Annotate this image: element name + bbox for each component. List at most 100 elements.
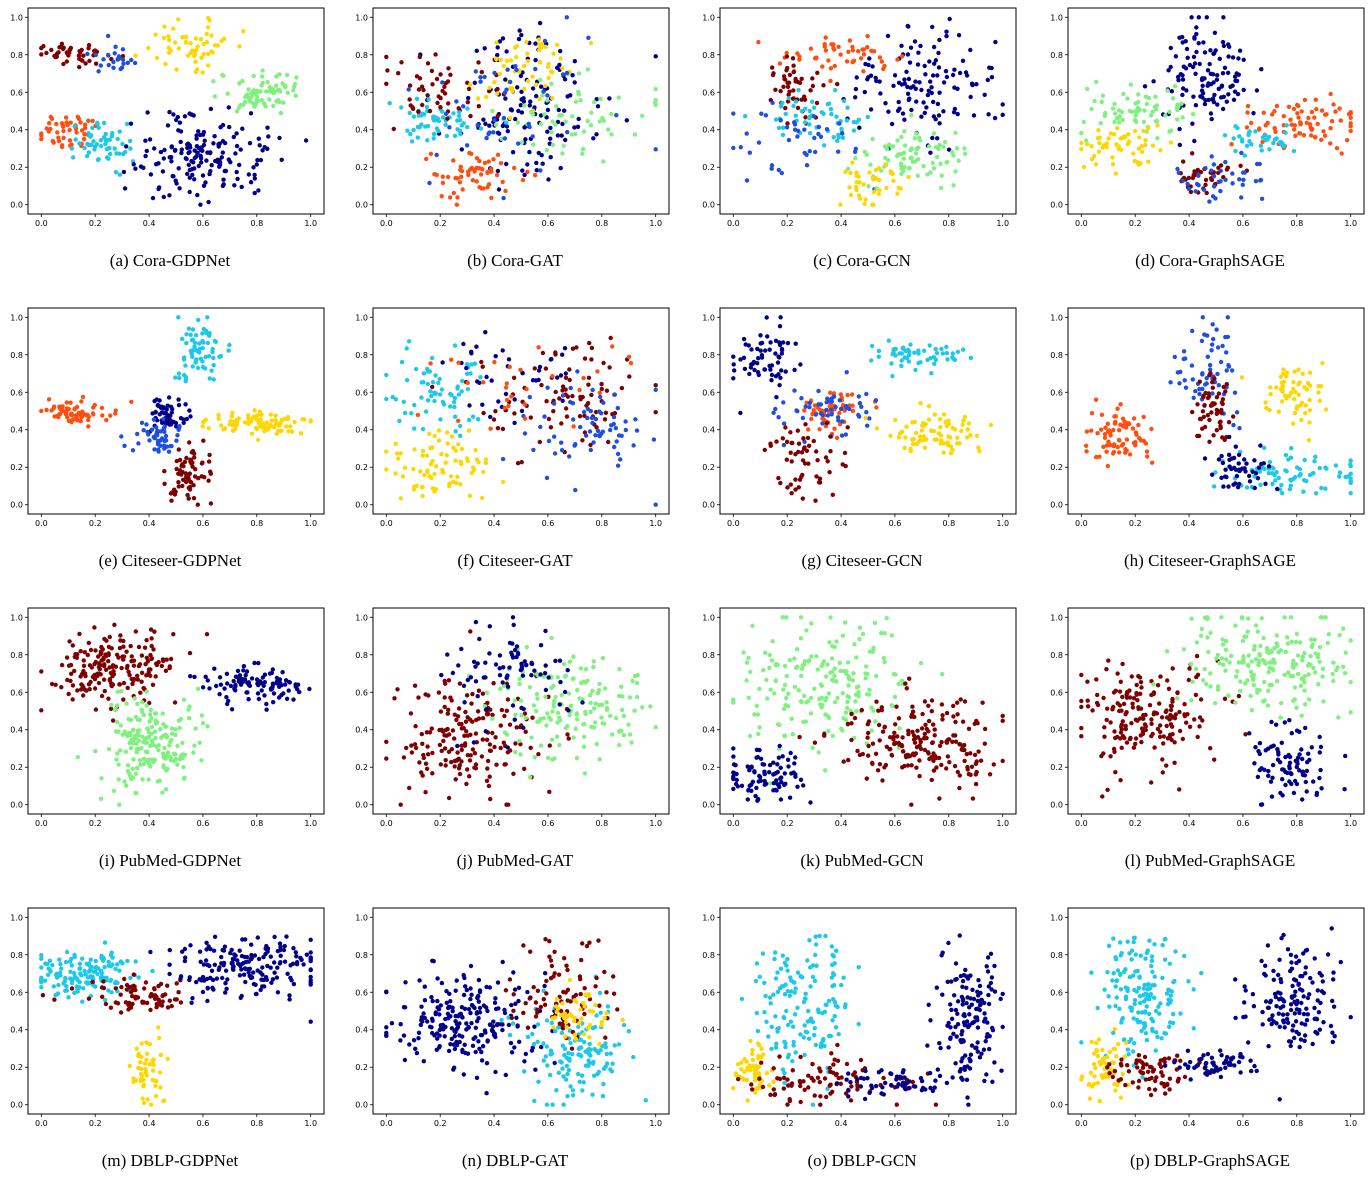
point-c0 <box>968 47 973 53</box>
point-c6 <box>77 631 82 637</box>
point-c5 <box>492 359 497 365</box>
point-c1 <box>111 59 116 65</box>
point-c5 <box>477 158 482 164</box>
point-c0 <box>944 29 949 34</box>
point-c3 <box>857 637 862 642</box>
point-c6 <box>874 699 879 704</box>
point-c0 <box>122 186 128 191</box>
point-c0 <box>941 80 947 85</box>
point-c6 <box>781 84 786 90</box>
point-c0 <box>741 336 747 342</box>
panel-i: 0.0 0.2 0.4 0.6 0.8 1.0 0.0 0.2 0.4 0.6 0.8 1.0 (i) … <box>10 600 330 880</box>
point-c6 <box>601 360 606 366</box>
point-c6 <box>1207 373 1212 378</box>
x-tick-label: 0.2 <box>89 519 102 528</box>
point-c6 <box>59 685 64 690</box>
point-c0 <box>1221 484 1226 489</box>
point-c4 <box>267 423 272 428</box>
point-c0 <box>1224 99 1229 104</box>
point-c6 <box>782 76 787 82</box>
point-c5 <box>1301 133 1307 138</box>
point-c3 <box>1089 106 1094 112</box>
point-c2 <box>1265 137 1270 142</box>
scatter-plot-a: 0.0 0.2 0.4 0.6 0.8 1.00.00.20.40.60.81.0 <box>10 7 325 228</box>
x-tick-label: 0.6 <box>1237 219 1250 228</box>
point-c0 <box>1184 46 1190 52</box>
point-c2 <box>1266 471 1271 476</box>
point-c6 <box>181 477 186 482</box>
point-c2 <box>72 124 77 129</box>
point-c0 <box>1254 88 1260 93</box>
point-c3 <box>557 113 562 118</box>
point-c1 <box>575 369 580 374</box>
y-tick-label: 1.0 <box>355 313 368 322</box>
point-c0 <box>1242 457 1247 462</box>
y-tick-label: 0.2 <box>1050 163 1063 172</box>
point-c4 <box>451 479 456 485</box>
point-c4 <box>193 59 198 64</box>
point-c3 <box>798 636 804 641</box>
point-c0 <box>916 50 921 55</box>
point-c6 <box>880 778 885 783</box>
point-c3 <box>1168 128 1174 133</box>
point-c0 <box>495 168 501 174</box>
point-c1 <box>475 123 480 128</box>
point-c6 <box>416 87 422 92</box>
point-c6 <box>788 430 793 435</box>
point-c6 <box>137 662 143 667</box>
point-c3 <box>114 757 119 762</box>
point-c6 <box>594 425 599 430</box>
point-c6 <box>107 634 113 640</box>
point-c4 <box>269 418 274 423</box>
point-c1 <box>151 417 157 422</box>
point-c0 <box>777 342 783 348</box>
point-c6 <box>876 708 881 713</box>
point-c0 <box>228 683 234 689</box>
point-c6 <box>880 729 886 734</box>
x-tick-label: 1.0 <box>304 219 317 228</box>
point-c5 <box>456 360 461 365</box>
point-c5 <box>108 413 113 418</box>
y-tick-label: 0.8 <box>1050 51 1063 60</box>
point-c0 <box>1194 31 1199 37</box>
x-tick-label: 1.0 <box>996 519 1009 528</box>
point-c4 <box>146 45 151 51</box>
point-c3 <box>829 656 835 661</box>
y-tick-label: 0.0 <box>355 801 368 810</box>
point-c4 <box>847 185 852 190</box>
point-c0 <box>260 675 265 680</box>
point-c0 <box>455 743 460 749</box>
point-c2 <box>384 372 389 378</box>
point-c4 <box>965 427 970 432</box>
point-c4 <box>959 428 964 434</box>
point-c6 <box>484 778 490 783</box>
point-c3 <box>168 739 173 744</box>
point-c2 <box>452 395 458 401</box>
point-c6 <box>417 760 422 765</box>
point-c6 <box>464 693 470 698</box>
point-c5 <box>808 46 814 51</box>
point-c3 <box>153 718 158 723</box>
point-c0 <box>936 50 941 56</box>
point-c6 <box>955 712 960 717</box>
point-c6 <box>1200 426 1205 431</box>
point-c6 <box>937 743 943 748</box>
point-c6 <box>445 79 451 84</box>
x-tick-label: 0.4 <box>835 219 848 228</box>
point-c6 <box>425 744 430 749</box>
point-c3 <box>581 734 587 739</box>
point-c5 <box>67 127 72 133</box>
point-c4 <box>884 185 889 191</box>
point-c0 <box>1181 64 1186 69</box>
point-c5 <box>1261 110 1266 116</box>
point-c1 <box>818 402 824 407</box>
point-c3 <box>879 630 884 636</box>
point-c4 <box>1278 387 1284 392</box>
point-c3 <box>748 669 753 675</box>
point-c6 <box>806 461 811 466</box>
point-c2 <box>98 138 104 143</box>
point-c2 <box>1348 491 1353 496</box>
point-c3 <box>746 695 751 700</box>
point-c6 <box>438 72 443 77</box>
point-c6 <box>487 742 493 747</box>
